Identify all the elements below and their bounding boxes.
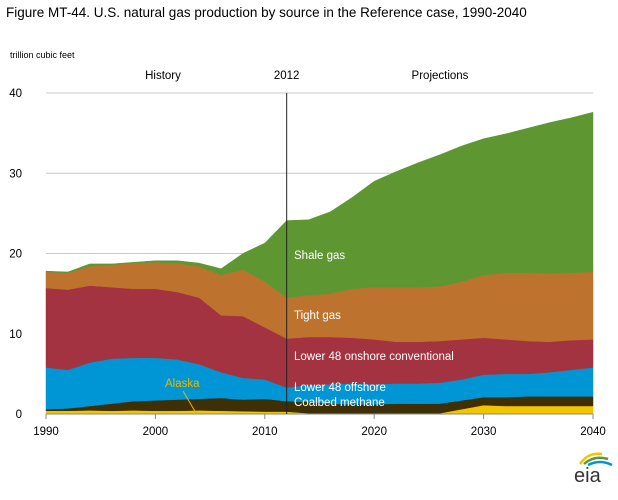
x-tick-label: 2030 <box>471 426 497 438</box>
series-label-coalbed-methane: Coalbed methane <box>294 397 385 409</box>
y-tick-label: 0 <box>16 409 22 421</box>
logo-arc-yellow <box>578 452 603 465</box>
y-tick-label: 30 <box>9 168 22 180</box>
series-label-shale-gas: Shale gas <box>294 250 345 262</box>
y-tick-label: 40 <box>9 88 22 100</box>
y-tick-label: 20 <box>9 249 22 261</box>
divider-year-label: 2012 <box>274 70 300 82</box>
series-label-tight-gas: Tight gas <box>294 310 341 322</box>
series-label-lower-48-offshore: Lower 48 offshore <box>294 382 386 394</box>
logo-arc-blue <box>587 460 613 467</box>
y-tick-label: 10 <box>9 329 22 341</box>
logo-arc-green <box>583 456 609 465</box>
x-tick-label: 2000 <box>143 426 169 438</box>
history-label: History <box>145 70 181 82</box>
y-axis-unit-label: trillion cubic feet <box>10 50 75 60</box>
chart-title: Figure MT-44. U.S. natural gas productio… <box>6 5 527 20</box>
area-shale-gas <box>45 111 594 298</box>
series-labels: Alaska Coalbed methane Lower 48 offshore Lo… <box>165 250 454 414</box>
x-tick-label: 2040 <box>580 426 606 438</box>
series-label-lower-48-onshore-conventional: Lower 48 onshore conventional <box>294 351 454 363</box>
eia-logo: eia <box>574 452 613 487</box>
x-tick-label: 2020 <box>361 426 387 438</box>
projections-label: Projections <box>412 70 469 82</box>
alaska-leader-line <box>182 390 197 414</box>
svg-text:eia: eia <box>574 465 602 487</box>
x-tick-label: 2010 <box>252 426 278 438</box>
x-tick-label: 1990 <box>33 426 59 438</box>
stacked-areas <box>45 111 594 415</box>
series-label-alaska: Alaska <box>165 378 200 390</box>
